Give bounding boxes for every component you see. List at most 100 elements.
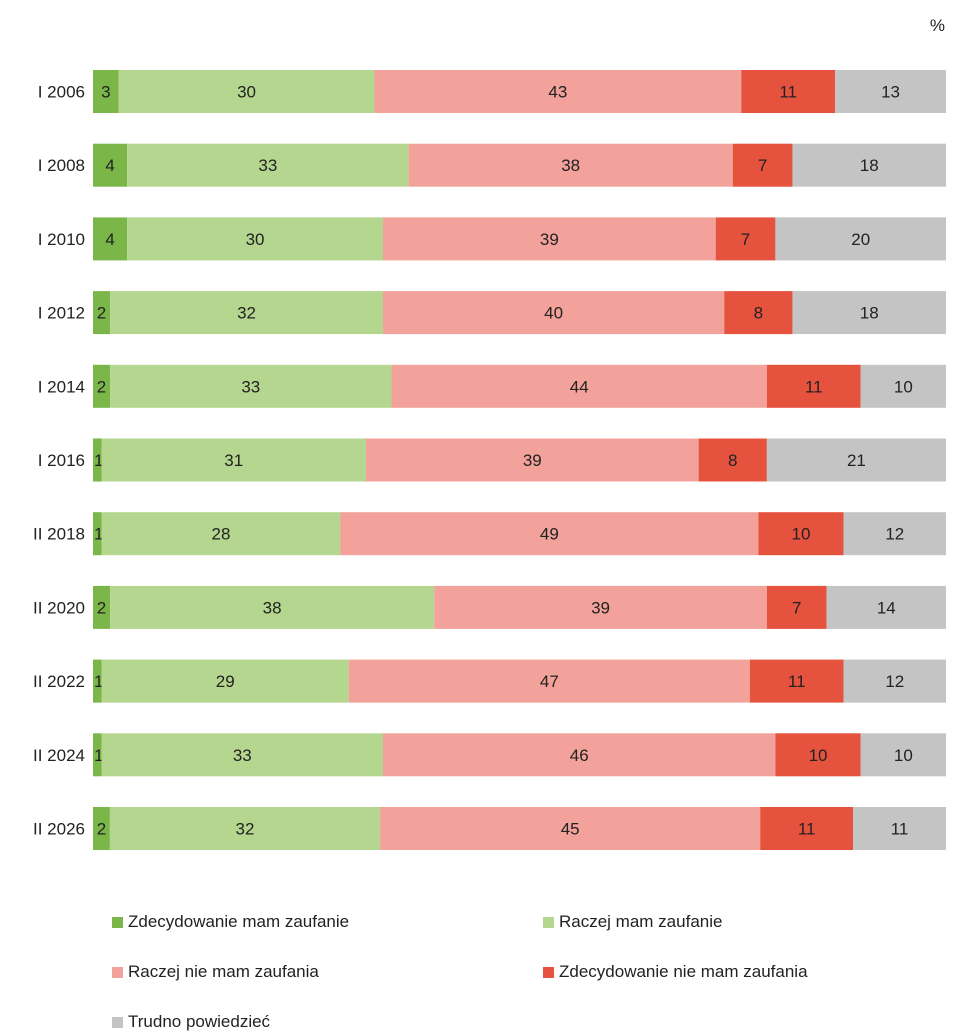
data-label: 8 <box>754 304 763 323</box>
category-label: I 2010 <box>38 230 85 249</box>
bar-row: I 2012 2 32 40 8 18 <box>38 291 946 335</box>
bar-segment-rather-no-trust <box>383 733 776 777</box>
bar-segment-rather-no-trust <box>391 364 767 408</box>
bar-segment-strong-no-trust <box>758 512 844 556</box>
data-label: 21 <box>847 451 866 470</box>
data-label: 7 <box>741 230 750 249</box>
data-label: 46 <box>570 746 589 765</box>
data-label: 32 <box>236 820 255 839</box>
bar-segment-strong-trust <box>93 70 119 113</box>
data-label: 32 <box>237 304 256 323</box>
data-label: 44 <box>570 377 589 396</box>
bar-segment-hard-to-say <box>860 733 946 777</box>
category-label: I 2016 <box>38 451 85 470</box>
data-label: 20 <box>851 230 870 249</box>
data-label: 1 <box>94 746 103 765</box>
data-label: 12 <box>885 672 904 691</box>
data-label: 4 <box>105 156 114 175</box>
bar-segment-rather-trust <box>101 438 366 482</box>
bar-row: II 2026 2 32 45 11 11 <box>33 807 946 850</box>
data-label: 8 <box>728 451 737 470</box>
bar-segment-rather-no-trust <box>340 512 759 556</box>
data-label: 11 <box>779 83 797 102</box>
data-label: 11 <box>798 820 816 839</box>
bar-segment-strong-no-trust <box>775 733 861 777</box>
data-label: 7 <box>758 156 767 175</box>
bar-row: II 2024 1 33 46 10 10 <box>33 733 946 777</box>
data-label: 38 <box>263 598 282 617</box>
data-label: 3 <box>101 83 110 102</box>
data-label: 18 <box>860 304 879 323</box>
data-label: 1 <box>94 451 103 470</box>
data-label: 14 <box>877 598 896 617</box>
data-label: 2 <box>97 598 106 617</box>
bar-segment-strong-trust <box>93 364 111 408</box>
category-label: I 2006 <box>38 83 85 102</box>
bar-segment-strong-no-trust <box>749 659 844 703</box>
data-label: 43 <box>548 83 567 102</box>
bar-segment-rather-no-trust <box>374 70 742 113</box>
data-label: 40 <box>544 304 563 323</box>
bar-segment-strong-no-trust <box>760 807 854 850</box>
bar-row: II 2018 1 28 49 10 12 <box>33 512 946 556</box>
data-label: 33 <box>241 377 260 396</box>
category-label: I 2014 <box>38 377 85 396</box>
data-label: 39 <box>540 230 559 249</box>
data-label: 1 <box>94 525 103 544</box>
bar-segment-hard-to-say <box>792 291 946 335</box>
bar-segment-strong-trust <box>93 291 111 335</box>
data-label: 30 <box>237 83 256 102</box>
data-label: 7 <box>792 598 801 617</box>
bar-segment-hard-to-say <box>826 585 946 629</box>
bar-segment-hard-to-say <box>775 217 946 261</box>
category-label: I 2012 <box>38 304 85 323</box>
legend-item-hard-to-say: Trudno powiedzieć <box>112 1012 270 1032</box>
legend-swatch-strong-trust <box>112 916 123 928</box>
legend-item-strong-no-trust: Zdecydowanie nie mam zaufania <box>543 962 808 982</box>
data-label: 49 <box>540 525 559 544</box>
bar-segment-hard-to-say <box>792 143 946 187</box>
bar-segment-rather-trust <box>127 217 384 261</box>
data-label: 33 <box>258 156 277 175</box>
category-label: I 2008 <box>38 156 85 175</box>
bar-segment-rather-no-trust <box>383 217 716 261</box>
bar-segment-rather-trust <box>101 733 384 777</box>
bar-segment-rather-no-trust <box>365 438 699 482</box>
data-label: 1 <box>94 672 103 691</box>
bar-row: I 2014 2 33 44 11 10 <box>38 364 946 408</box>
data-label: 12 <box>885 525 904 544</box>
bar-segment-rather-trust <box>101 659 349 703</box>
data-label: 33 <box>233 746 252 765</box>
data-label: 10 <box>894 377 913 396</box>
bar-segment-strong-no-trust <box>724 291 793 335</box>
bar-segment-hard-to-say <box>843 659 946 703</box>
data-label: 30 <box>246 230 265 249</box>
category-label: II 2026 <box>33 820 85 839</box>
bar-segment-strong-trust <box>93 659 102 703</box>
bar-segment-rather-trust <box>109 807 381 850</box>
data-label: 10 <box>809 746 828 765</box>
legend-label-hard-to-say: Trudno powiedzieć <box>128 1012 271 1031</box>
data-label: 18 <box>860 156 879 175</box>
data-label: 39 <box>523 451 542 470</box>
legend-item-strong-trust: Zdecydowanie mam zaufanie <box>112 912 349 932</box>
bar-segment-rather-trust <box>127 143 409 187</box>
bar-segment-rather-trust <box>110 364 392 408</box>
legend-label-rather-trust: Raczej mam zaufanie <box>559 912 723 931</box>
bar-segment-strong-no-trust <box>766 585 827 629</box>
bar-segment-strong-trust <box>93 438 102 482</box>
bar-segment-strong-trust <box>93 733 102 777</box>
data-label: 11 <box>805 377 823 396</box>
data-label: 4 <box>105 230 114 249</box>
legend-label-strong-no-trust: Zdecydowanie nie mam zaufania <box>559 962 808 981</box>
legend-item-rather-no-trust: Raczej nie mam zaufania <box>112 962 319 982</box>
data-label: 10 <box>894 746 913 765</box>
data-label: 45 <box>561 820 580 839</box>
data-label: 31 <box>224 451 243 470</box>
bar-row: I 2006 3 30 43 11 13 <box>38 70 946 113</box>
bar-segment-strong-no-trust <box>732 143 793 187</box>
bar-segment-rather-no-trust <box>408 143 733 187</box>
legend-swatch-strong-no-trust <box>543 966 554 978</box>
legend-label-strong-trust: Zdecydowanie mam zaufanie <box>128 912 350 931</box>
data-label: 10 <box>792 525 811 544</box>
